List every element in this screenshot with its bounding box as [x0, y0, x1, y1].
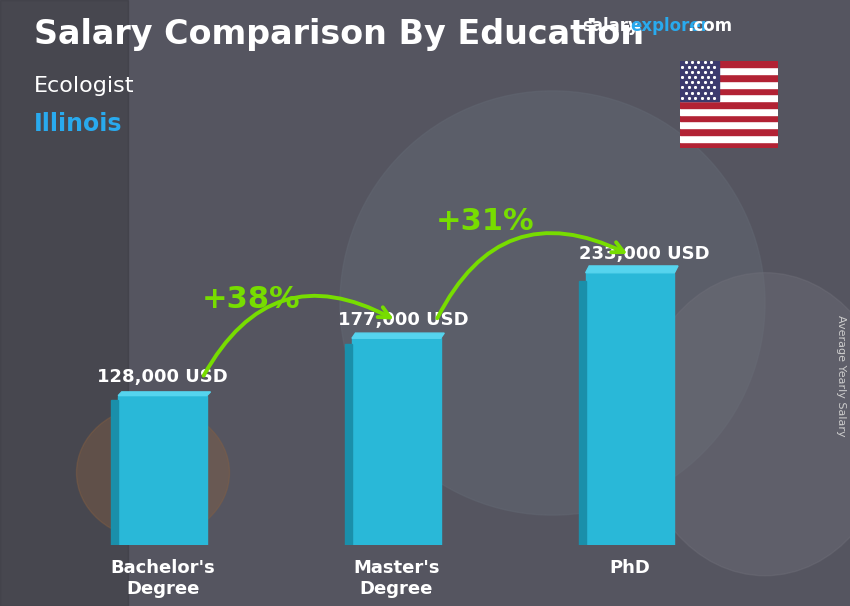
Text: explorer: explorer — [630, 17, 709, 35]
Bar — [680, 121, 778, 128]
Ellipse shape — [638, 273, 850, 576]
Polygon shape — [118, 392, 211, 396]
FancyArrowPatch shape — [204, 296, 390, 376]
Bar — [579, 281, 586, 545]
Bar — [680, 61, 719, 101]
Ellipse shape — [340, 91, 765, 515]
Bar — [680, 67, 778, 74]
Polygon shape — [352, 333, 445, 338]
Ellipse shape — [76, 406, 230, 539]
Bar — [680, 128, 778, 135]
Text: Ecologist: Ecologist — [34, 76, 134, 96]
Bar — [111, 400, 118, 545]
Bar — [118, 396, 207, 545]
Text: Illinois: Illinois — [34, 112, 122, 136]
FancyArrowPatch shape — [437, 233, 624, 318]
Text: Average Yearly Salary: Average Yearly Salary — [836, 315, 846, 436]
Bar — [0, 0, 128, 606]
Bar — [680, 101, 778, 108]
Polygon shape — [586, 266, 678, 273]
Text: Salary Comparison By Education: Salary Comparison By Education — [34, 18, 644, 51]
Text: 128,000 USD: 128,000 USD — [97, 368, 228, 386]
Bar — [680, 108, 778, 115]
Bar — [345, 344, 352, 545]
Text: 177,000 USD: 177,000 USD — [337, 311, 468, 329]
Bar — [680, 61, 778, 67]
Bar — [586, 273, 675, 545]
Text: salary: salary — [582, 17, 639, 35]
Bar — [680, 74, 778, 81]
Bar — [680, 81, 778, 88]
Bar — [680, 95, 778, 101]
Text: 233,000 USD: 233,000 USD — [579, 245, 709, 264]
Bar — [680, 115, 778, 121]
Text: +38%: +38% — [202, 285, 301, 314]
Bar — [680, 135, 778, 142]
Bar — [680, 88, 778, 95]
Bar — [680, 142, 778, 148]
Text: .com: .com — [687, 17, 732, 35]
Text: +31%: +31% — [436, 207, 535, 236]
Bar — [352, 338, 440, 545]
